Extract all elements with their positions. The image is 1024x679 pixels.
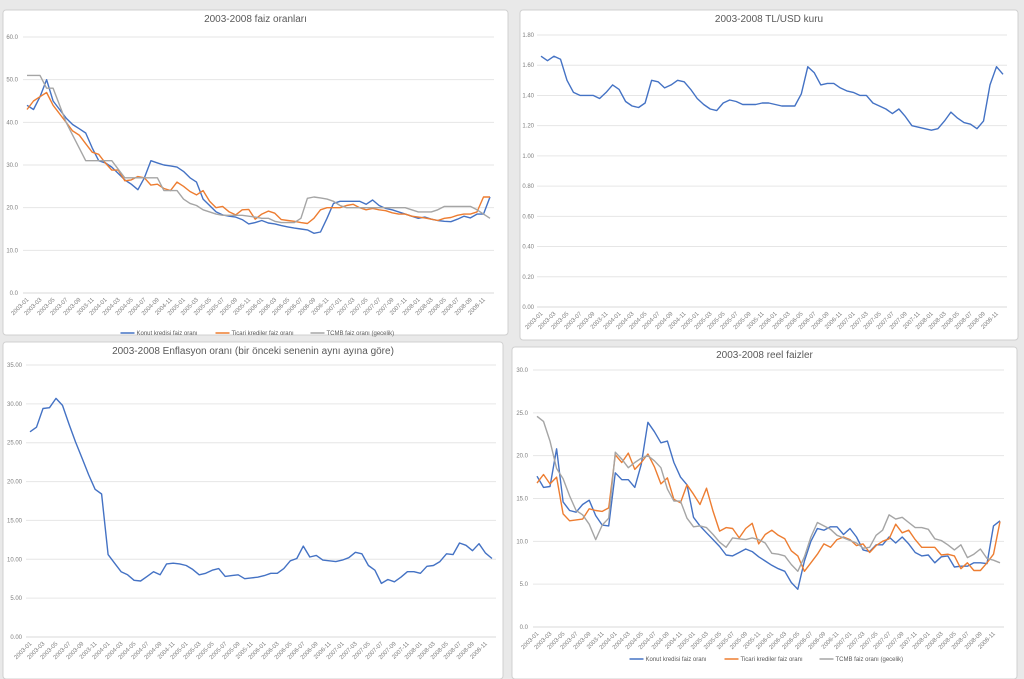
- legend-label: Konut kredisi faiz oranı: [646, 657, 707, 663]
- series-line-konut: [29, 397, 493, 585]
- y-tick-label: 20.00: [7, 480, 23, 486]
- y-tick-label: 0.60: [522, 214, 534, 220]
- legend-label: Ticari krediler faiz oranı: [232, 331, 294, 337]
- legend-item: TCMB faiz oranı (gecelik): [310, 331, 395, 337]
- chart-panel: [2, 9, 509, 336]
- y-tick-label: 25.0: [516, 411, 528, 417]
- y-tick-label: 0.00: [522, 305, 534, 311]
- y-tick-label: 10.0: [516, 539, 528, 545]
- legend-label: Ticari krediler faiz oranı: [741, 657, 803, 663]
- series-line-tcmb: [536, 415, 1001, 572]
- legend-label: TCMB faiz oranı (gecelik): [327, 331, 395, 337]
- chart-title: 2003-2008 faiz oranları: [204, 14, 307, 25]
- chart-3: 2003-2008 Enflasyon oranı (bir önceki se…: [2, 341, 504, 679]
- y-tick-label: 20.0: [6, 206, 18, 212]
- y-tick-label: 40.0: [6, 120, 18, 126]
- y-tick-label: 0.40: [522, 245, 534, 251]
- chart-title: 2003-2008 Enflasyon oranı (bir önceki se…: [112, 346, 394, 357]
- y-tick-label: 10.0: [6, 248, 18, 254]
- y-tick-label: 0.00: [10, 635, 22, 641]
- y-tick-label: 1.40: [522, 93, 534, 99]
- chart-2: 2003-2008 TL/USD kuru 0.00 0.20 0.40 0.60 0.8…: [519, 9, 1019, 341]
- y-tick-label: 30.0: [6, 163, 18, 169]
- series-line-konut: [536, 421, 1001, 590]
- y-tick-label: 25.00: [7, 441, 23, 447]
- y-tick-label: 0.0: [10, 291, 19, 297]
- y-tick-label: 1.60: [522, 63, 534, 69]
- y-tick-label: 30.0: [516, 368, 528, 374]
- legend-item: Ticari krediler faiz oranı: [215, 331, 294, 337]
- legend-item: TCMB faiz oranı (gecelik): [819, 657, 904, 663]
- y-tick-label: 20.0: [516, 454, 528, 460]
- y-tick-label: 60.0: [6, 35, 18, 41]
- y-tick-label: 50.0: [6, 78, 18, 84]
- y-tick-label: 1.00: [522, 154, 534, 160]
- y-tick-label: 30.00: [7, 402, 23, 408]
- series-line-konut: [540, 55, 1004, 131]
- chart-4: 2003-2008 reel faizler 0.0 5.0 10.0 15.0 20.0…: [511, 346, 1018, 679]
- y-tick-label: 0.80: [522, 184, 534, 190]
- y-tick-label: 1.80: [522, 33, 534, 39]
- legend-item: Konut kredisi faiz oranı: [120, 331, 198, 337]
- y-tick-label: 15.0: [516, 497, 528, 503]
- chart-1: 2003-2008 faiz oranları 0.0 10.0 20.0 30.0 40…: [2, 9, 509, 337]
- y-tick-label: 0.20: [522, 275, 534, 281]
- y-tick-label: 5.00: [10, 596, 22, 602]
- y-tick-label: 10.00: [7, 557, 23, 563]
- chart-title: 2003-2008 TL/USD kuru: [715, 14, 823, 25]
- y-tick-label: 1.20: [522, 124, 534, 130]
- y-tick-label: 35.00: [7, 363, 23, 369]
- y-tick-label: 15.00: [7, 518, 23, 524]
- chart-panel: [519, 9, 1019, 341]
- series-line-tcmb: [27, 74, 491, 224]
- y-tick-label: 5.0: [520, 582, 529, 588]
- chart-title: 2003-2008 reel faizler: [716, 350, 813, 361]
- chart-panel: [511, 346, 1018, 679]
- legend-item: Konut kredisi faiz oranı: [629, 657, 707, 663]
- legend-label: TCMB faiz oranı (gecelik): [836, 657, 904, 663]
- chart-panel: [2, 341, 504, 679]
- legend-label: Konut kredisi faiz oranı: [137, 331, 198, 337]
- series-line-ticari: [26, 91, 490, 225]
- y-tick-label: 0.0: [520, 625, 529, 631]
- legend-item: Ticari krediler faiz oranı: [724, 657, 803, 663]
